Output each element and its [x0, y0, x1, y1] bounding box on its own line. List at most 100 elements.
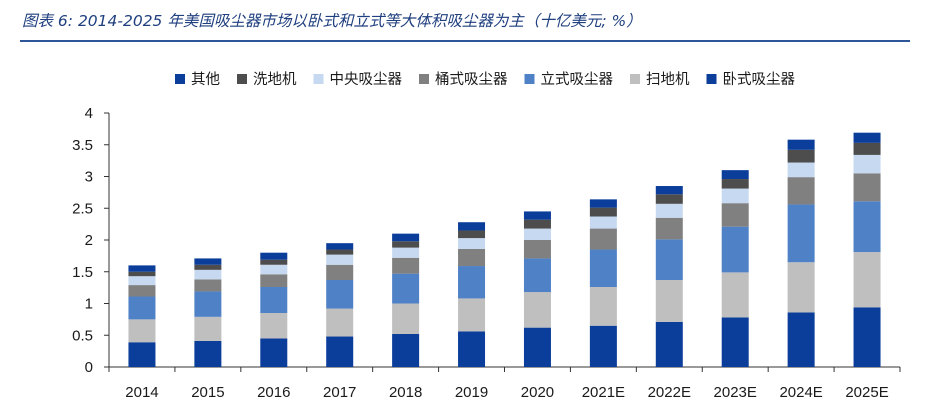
bar-segment: [853, 142, 881, 155]
bar-segment: [194, 258, 222, 265]
legend-label: 其他: [191, 71, 220, 88]
x-tick-label: 2023E: [714, 384, 757, 401]
legend-swatch: [419, 74, 429, 84]
bar-segment: [589, 216, 617, 229]
bar-segment: [194, 269, 222, 280]
bar-segment: [260, 286, 288, 314]
bar-segment: [194, 264, 222, 270]
bar-segment: [392, 273, 420, 304]
legend-swatch: [524, 74, 535, 84]
bar-segment: [392, 257, 420, 274]
x-tick-label: 2020: [521, 384, 554, 401]
x-tick-label: 2015: [191, 384, 224, 401]
legend-label: 桶式吸尘器: [435, 71, 508, 88]
bar-segment: [721, 226, 749, 273]
bar-segment: [458, 230, 486, 239]
bar-segment: [721, 272, 749, 318]
chart-axes: 0 0.5 1 1.5 2 2.5 3 3.5 4 2014 2015 2016 2017 2018 201…: [72, 105, 901, 401]
chart-bars: [128, 132, 881, 367]
bar-segment: [326, 280, 354, 309]
legend-swatch: [237, 74, 247, 84]
bar-segment: [392, 247, 420, 258]
bar-segment: [787, 149, 815, 163]
bar-segment: [655, 203, 683, 218]
bar-segment: [326, 264, 354, 281]
bar-segment: [392, 333, 420, 367]
x-tick-label: 2025E: [845, 384, 888, 401]
bar-segment: [523, 240, 551, 259]
y-tick-label: 1: [85, 296, 93, 313]
bar-segment: [853, 252, 881, 308]
legend-label: 扫地机: [646, 71, 690, 88]
figure-title: 图表 6: 2014-2025 年美国吸尘器市场以卧式和立式等大体积吸尘器为主（…: [22, 12, 642, 30]
bar-segment: [128, 276, 156, 286]
legend-label: 洗地机: [253, 71, 297, 88]
x-tick-label: 2022E: [648, 384, 691, 401]
y-tick-label: 3: [85, 169, 93, 186]
bar-segment: [194, 279, 222, 292]
bar-segment: [589, 325, 617, 367]
legend-swatch: [630, 74, 640, 84]
bar-segment: [589, 199, 617, 208]
bar-segment: [721, 170, 749, 180]
bar-segment: [128, 271, 156, 277]
y-tick-label: 4: [85, 105, 93, 122]
bar-segment: [326, 254, 354, 265]
x-tick-label: 2016: [257, 384, 290, 401]
x-tick-label: 2018: [389, 384, 422, 401]
bar-segment: [128, 296, 156, 320]
bar-segment: [326, 243, 354, 250]
bar-segment: [458, 298, 486, 332]
x-tick-label: 2014: [125, 384, 158, 401]
bar-segment: [523, 219, 551, 229]
legend-label: 立式吸尘器: [541, 71, 614, 88]
y-tick-label: 2: [85, 232, 93, 249]
bar-segment: [194, 340, 222, 367]
bar-segment: [655, 217, 683, 240]
x-tick-label: 2021E: [582, 384, 625, 401]
bar-segment: [721, 203, 749, 227]
bar-segment: [458, 222, 486, 231]
bar-segment: [392, 303, 420, 334]
bar-segment: [787, 162, 815, 178]
bar-segment: [458, 248, 486, 267]
legend-swatch: [706, 74, 717, 84]
bar-segment: [326, 249, 354, 255]
title-rule: [20, 40, 910, 42]
bar-segment: [523, 292, 551, 328]
x-tick-label: 2024E: [779, 384, 822, 401]
bar-segment: [260, 274, 288, 287]
bar-segment: [523, 327, 551, 367]
y-tick-label: 0.5: [72, 327, 93, 344]
bar-segment: [655, 239, 683, 281]
bar-segment: [458, 331, 486, 367]
bar-segment: [853, 132, 881, 143]
bar-segment: [392, 241, 420, 248]
bar-segment: [853, 307, 881, 367]
bar-segment: [260, 264, 288, 275]
bar-segment: [260, 252, 288, 260]
y-tick-label: 0: [85, 359, 93, 376]
bar-segment: [655, 321, 683, 367]
bar-segment: [853, 173, 881, 202]
bar-segment: [853, 154, 881, 174]
bar-segment: [194, 316, 222, 341]
y-tick-label: 1.5: [72, 264, 93, 281]
bar-segment: [853, 201, 881, 253]
y-tick-label: 2.5: [72, 200, 93, 217]
bar-segment: [260, 259, 288, 265]
bar-segment: [260, 338, 288, 367]
bar-segment: [326, 308, 354, 337]
bar-segment: [458, 266, 486, 299]
bar-segment: [392, 233, 420, 242]
bar-segment: [523, 258, 551, 293]
bar-segment: [260, 313, 288, 339]
bar-segment: [128, 285, 156, 297]
legend-swatch: [313, 74, 324, 84]
bar-segment: [589, 207, 617, 217]
chart-legend: 其他 洗地机 中央吸尘器 桶式吸尘器 立式吸尘器 扫地机 卧式吸尘器: [175, 71, 795, 88]
bar-segment: [655, 194, 683, 204]
bar-segment: [326, 336, 354, 367]
bar-segment: [194, 291, 222, 317]
legend-swatch: [175, 74, 185, 84]
